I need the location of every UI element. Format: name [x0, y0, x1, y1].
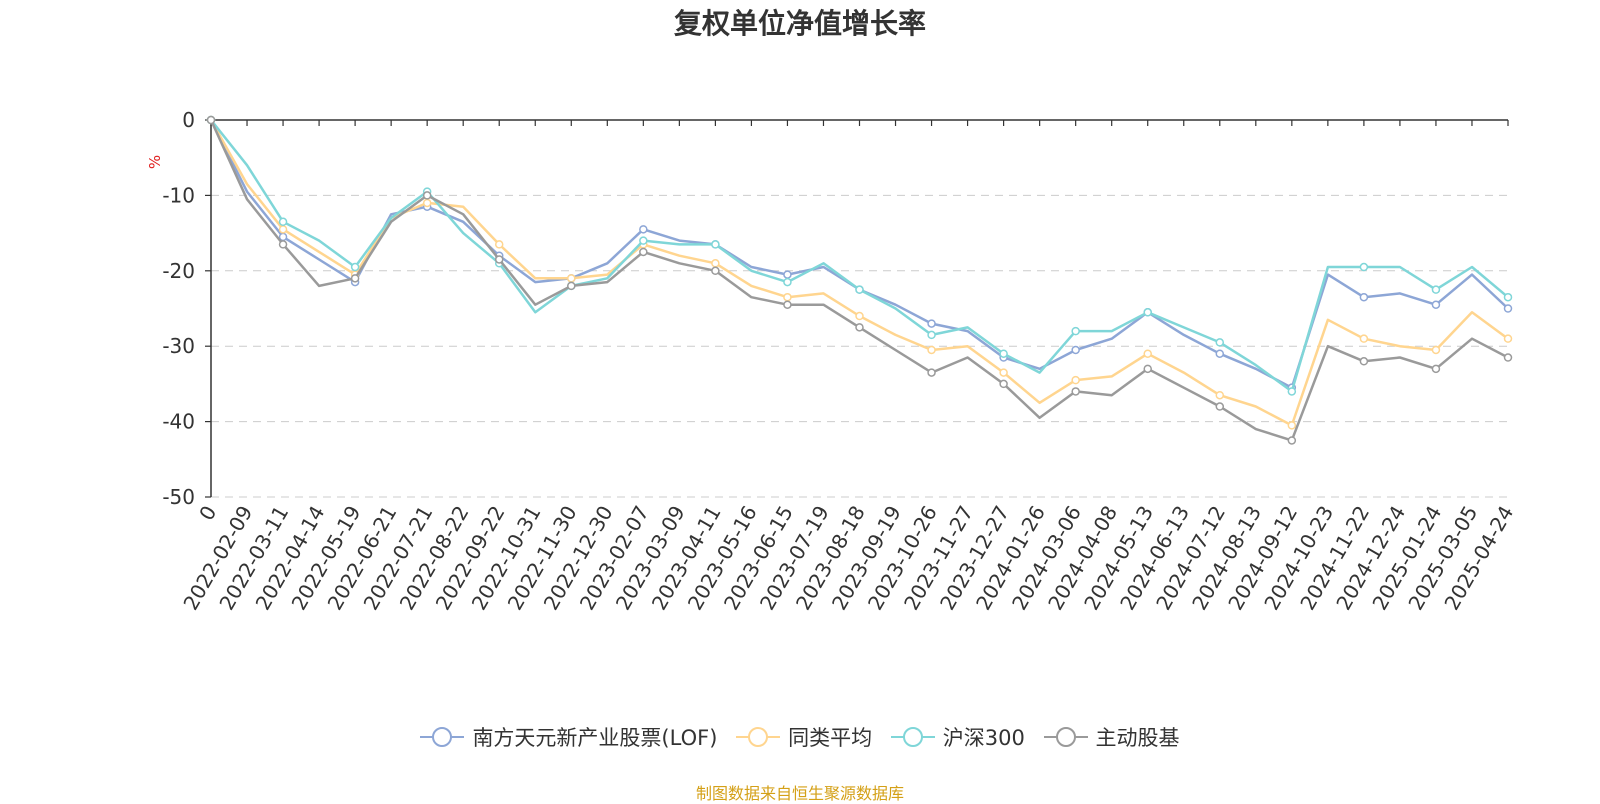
y-axis-unit-label: %: [146, 155, 164, 169]
series-point-2[interactable]: [1287, 387, 1297, 396]
x-axis-tick-labels: 02022-02-092022-03-112022-04-142022-05-1…: [178, 501, 1518, 614]
series-point-3[interactable]: [999, 379, 1008, 389]
series-point-1[interactable]: [999, 368, 1008, 377]
series-point-3[interactable]: [567, 281, 576, 291]
series-point-2[interactable]: [1143, 308, 1152, 317]
series-point-2[interactable]: [999, 349, 1008, 358]
series-point-2[interactable]: [927, 330, 936, 340]
y-axis-tick-labels: 0 -10 -20 -30 -40 -50: [162, 108, 195, 509]
y-tick-label: -50: [162, 485, 195, 509]
series-point-1[interactable]: [783, 292, 792, 302]
legend-label-active-equity: 主动股基: [1095, 726, 1180, 750]
y-tick-label: -40: [162, 410, 195, 434]
series-point-0[interactable]: [1359, 292, 1369, 302]
series-point-2[interactable]: [783, 277, 792, 287]
series-point-0[interactable]: [1071, 345, 1080, 355]
series-point-2[interactable]: [639, 236, 648, 245]
legend-item-fund[interactable]: 南方天元新产业股票(LOF): [420, 722, 717, 752]
chart-title: 复权单位净值增长率: [674, 7, 926, 40]
series-point-1[interactable]: [422, 198, 432, 208]
y-tick-label: -20: [162, 259, 195, 283]
series-point-2[interactable]: [855, 285, 864, 294]
series-point-1[interactable]: [1503, 334, 1513, 343]
series-point-3[interactable]: [350, 274, 360, 283]
legend-item-peer-average[interactable]: 同类平均: [736, 722, 872, 752]
series-point-0[interactable]: [783, 270, 792, 279]
series-point-3[interactable]: [494, 255, 504, 264]
y-tick-label: -10: [162, 183, 195, 207]
legend-item-active-equity[interactable]: 主动股基: [1043, 722, 1180, 752]
series-point-1[interactable]: [1215, 390, 1225, 400]
series-point-3[interactable]: [422, 191, 432, 200]
y-tick-label: 0: [182, 108, 195, 132]
series-point-3[interactable]: [855, 323, 864, 332]
series-point-2[interactable]: [1215, 338, 1225, 347]
series-line-0: [209, 119, 1509, 389]
series-point-3[interactable]: [1215, 402, 1225, 411]
series-point-3[interactable]: [1071, 387, 1080, 396]
x-tick-label: 0: [194, 502, 221, 525]
series-point-1[interactable]: [1359, 334, 1369, 343]
legend-marker-active-equity: [1043, 727, 1088, 747]
legend-marker-csi300: [890, 727, 935, 747]
legend-marker-peer-average: [736, 727, 781, 747]
series-point-2[interactable]: [1071, 326, 1080, 336]
series-point-3[interactable]: [278, 240, 288, 249]
legend-label-fund: 南方天元新产业股票(LOF): [472, 726, 718, 750]
series-point-2[interactable]: [350, 262, 360, 272]
series-point-3[interactable]: [1287, 436, 1297, 445]
series-point-3[interactable]: [206, 115, 216, 125]
series-point-1[interactable]: [1143, 349, 1152, 358]
series-point-3[interactable]: [783, 300, 792, 309]
series-point-3[interactable]: [1503, 353, 1513, 362]
legend: 南方天元新产业股票(LOF) 同类平均 沪深300 主动股基: [0, 722, 1600, 753]
series-point-3[interactable]: [639, 247, 648, 257]
legend-label-csi300: 沪深300: [942, 726, 1025, 750]
series-point-0[interactable]: [1215, 349, 1225, 358]
series-point-1[interactable]: [855, 311, 864, 321]
series-point-3[interactable]: [1143, 364, 1152, 374]
series-point-1[interactable]: [278, 225, 288, 234]
series-point-0[interactable]: [1503, 304, 1513, 313]
series-point-2[interactable]: [278, 217, 288, 227]
series-point-0[interactable]: [1431, 300, 1441, 309]
series-lines: [206, 115, 1513, 445]
axes: [205, 119, 1509, 498]
series-point-1[interactable]: [494, 240, 504, 249]
series-point-1[interactable]: [1287, 421, 1297, 430]
series-point-1[interactable]: [1431, 345, 1441, 355]
series-point-1[interactable]: [1071, 375, 1080, 385]
series-point-1[interactable]: [711, 259, 720, 268]
data-source-note: 制图数据来自恒生聚源数据库: [695, 784, 904, 803]
series-line-1: [209, 119, 1509, 427]
legend-marker-fund: [420, 727, 465, 747]
gridlines: [211, 194, 1508, 498]
y-tick-label: -30: [162, 334, 195, 358]
series-point-3[interactable]: [1431, 364, 1441, 374]
series-point-2[interactable]: [1431, 285, 1441, 294]
series-point-2[interactable]: [1359, 262, 1369, 272]
legend-label-peer-average: 同类平均: [788, 726, 873, 750]
series-line-2: [210, 119, 1509, 393]
series-point-3[interactable]: [1359, 357, 1369, 366]
series-point-3[interactable]: [711, 266, 720, 276]
series-point-2[interactable]: [711, 240, 720, 249]
series-point-1[interactable]: [567, 274, 576, 283]
chart-canvas: 复权单位净值增长率 % 02022-02-092022-03-112022-04…: [146, 7, 1518, 614]
legend-item-csi300[interactable]: 沪深300: [890, 722, 1025, 752]
series-point-2[interactable]: [1503, 292, 1513, 302]
series-line-3: [209, 119, 1509, 442]
series-point-0[interactable]: [639, 225, 648, 234]
series-point-0[interactable]: [927, 319, 936, 328]
series-point-1[interactable]: [927, 345, 936, 355]
series-point-3[interactable]: [927, 368, 936, 377]
